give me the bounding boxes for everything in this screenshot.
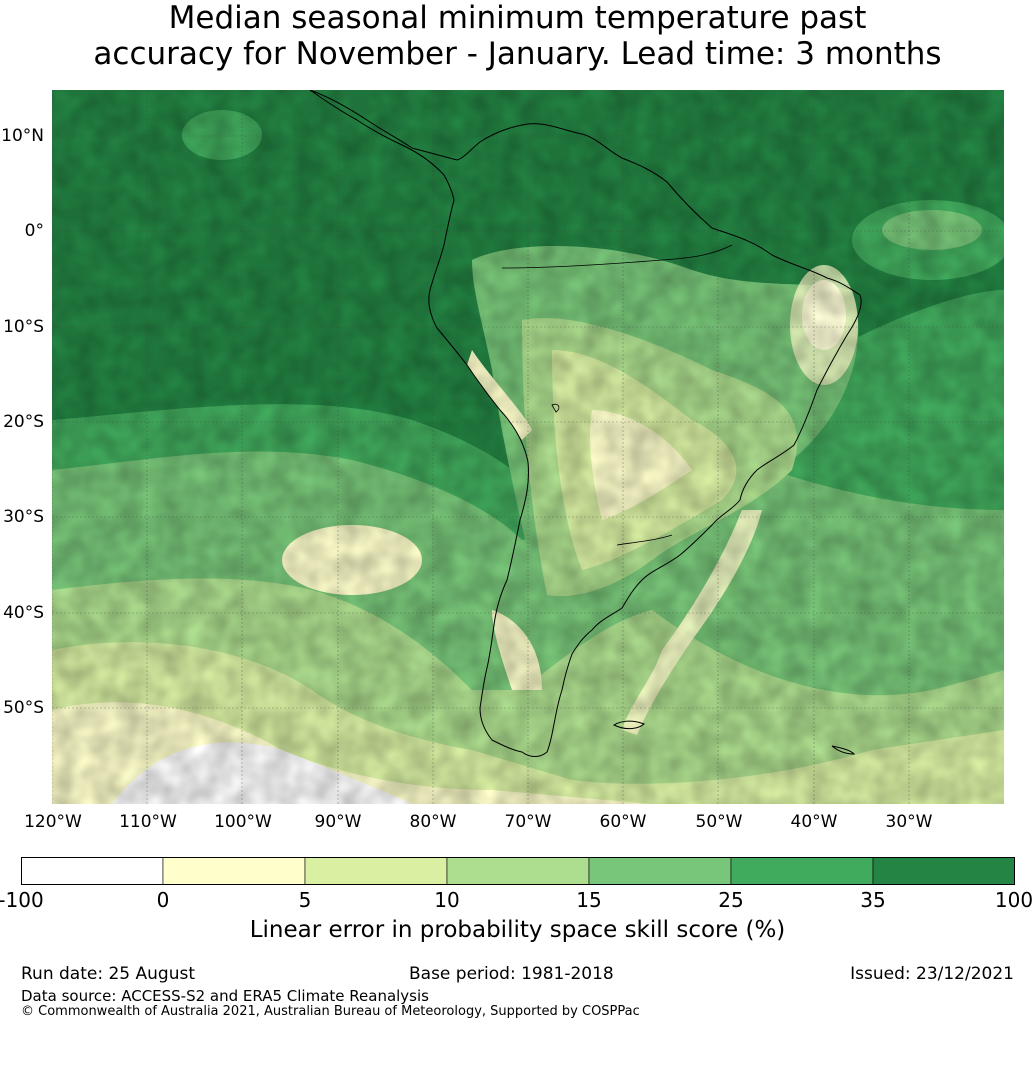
colorbar-tick-15: 15 xyxy=(576,888,602,912)
colorbar-segment-0 xyxy=(21,857,164,885)
lon-label-30w: 30°W xyxy=(885,812,933,832)
lon-label-50w: 50°W xyxy=(695,812,743,832)
lat-label-20s: 20°S xyxy=(3,412,44,432)
lon-label-80w: 80°W xyxy=(409,812,457,832)
run-date: Run date: 25 August xyxy=(21,964,195,984)
lat-label-30s: 30°S xyxy=(3,507,44,527)
lat-label-10n: 10°N xyxy=(1,126,44,146)
colorbar-segment-6 xyxy=(872,857,1015,885)
lat-label-40s: 40°S xyxy=(3,603,44,623)
colorbar-tick-35: 35 xyxy=(860,888,886,912)
south-georgia xyxy=(831,745,856,755)
rio-de-la-plata xyxy=(616,534,673,546)
lon-label-70w: 70°W xyxy=(504,812,552,832)
map-title-line-1: Median seasonal minimum temperature past xyxy=(168,0,867,36)
skill-score-map xyxy=(52,90,1004,804)
falkland-islands xyxy=(612,720,645,730)
south-america-coastline xyxy=(309,90,862,757)
map-title-line-2: accuracy for November - January. Lead ti… xyxy=(93,36,942,72)
colorbar-segment-2 xyxy=(304,857,448,885)
base-period: Base period: 1981-2018 xyxy=(409,964,614,984)
lon-label-120w: 120°W xyxy=(24,812,82,832)
colorbar-tick-100: 100 xyxy=(994,888,1034,912)
lat-label-10s: 10°S xyxy=(3,317,44,337)
colorbar-segment-3 xyxy=(446,857,590,885)
lon-label-110w: 110°W xyxy=(119,812,177,832)
colorbar-label: Linear error in probability space skill … xyxy=(249,917,786,943)
issued-date: Issued: 23/12/2021 xyxy=(850,964,1014,984)
copyright: © Commonwealth of Australia 2021, Austra… xyxy=(21,1004,640,1019)
amazon-river xyxy=(501,244,733,269)
lat-label-0: 0° xyxy=(24,221,44,241)
colorbar-segment-4 xyxy=(588,857,732,885)
colorbar-tick-25: 25 xyxy=(718,888,744,912)
colorbar-tick-0: 0 xyxy=(156,888,170,912)
lat-label-50s: 50°S xyxy=(3,698,44,718)
colorbar-tick-minus-100: -100 xyxy=(0,888,44,912)
colorbar-border xyxy=(21,857,1015,885)
lake-titicaca xyxy=(551,403,560,413)
lon-label-90w: 90°W xyxy=(314,812,362,832)
colorbar xyxy=(21,857,1015,885)
colorbar-segment-1 xyxy=(162,857,306,885)
colorbar-segment-5 xyxy=(730,857,874,885)
graticule xyxy=(52,90,1004,804)
data-source: Data source: ACCESS-S2 and ERA5 Climate … xyxy=(21,987,429,1005)
colorbar-tick-10: 10 xyxy=(434,888,460,912)
lon-label-60w: 60°W xyxy=(599,812,647,832)
colorbar-tick-5: 5 xyxy=(298,888,312,912)
lon-label-40w: 40°W xyxy=(790,812,838,832)
lon-label-100w: 100°W xyxy=(214,812,272,832)
